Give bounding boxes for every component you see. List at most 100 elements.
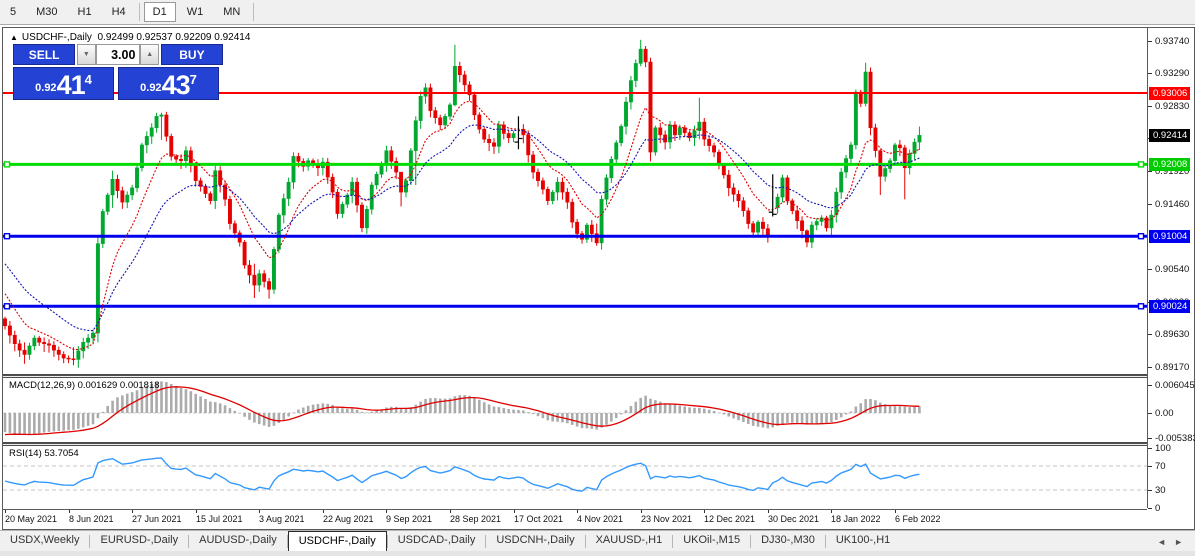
symbol-tab-usdx-weekly[interactable]: USDX,Weekly: [10, 534, 80, 546]
sell-button[interactable]: SELL: [13, 44, 76, 65]
timeframe-button-h1[interactable]: H1: [77, 6, 92, 18]
symbol-tab-usdchf-daily[interactable]: USDCHF-,Daily: [287, 531, 387, 552]
timeframe-buttons: 5 M30 H1 H4 D1 W1 MN: [0, 2, 257, 22]
buy-price-pips: 43: [161, 70, 191, 100]
date-axis-label: 23 Nov 2021: [641, 514, 693, 524]
macd-pane[interactable]: MACD(12,26,9) 0.001629 0.001818: [3, 378, 1147, 442]
toolbar-separator: [253, 3, 255, 21]
date-axis-tick: [704, 510, 705, 513]
timeframe-button-h4[interactable]: H4: [111, 6, 126, 18]
rsi-label: RSI(14) 53.7054: [9, 448, 79, 459]
tab-separator: [824, 535, 826, 548]
timeframe-button-m30[interactable]: M30: [36, 6, 58, 18]
date-axis[interactable]: 20 May 2021 8 Jun 2021 27 Jun 2021 15 Jul 2…: [3, 509, 1147, 529]
symbol-tab-xauusd-h1[interactable]: XAUUSD-,H1: [595, 534, 663, 546]
date-axis-label: 22 Aug 2021: [323, 514, 374, 524]
macd-chart: [3, 381, 923, 436]
rsi-axis-tick: 70: [1155, 461, 1166, 472]
price-axis-tick: 0.93740: [1155, 36, 1190, 47]
date-axis-label: 15 Jul 2021: [196, 514, 243, 524]
volume-input[interactable]: 3.00: [95, 44, 141, 65]
macd-axis-tick: 0.00: [1155, 408, 1174, 419]
date-axis-tick: [132, 510, 133, 513]
sell-price-display[interactable]: 0.92 41 4: [13, 67, 114, 100]
date-axis-label: 12 Dec 2021: [704, 514, 756, 524]
level-price-badge: 0.93006: [1149, 87, 1191, 100]
date-axis-label: 3 Aug 2021: [259, 514, 305, 524]
level-price-badge: 0.92008: [1149, 158, 1191, 171]
tab-separator: [750, 535, 752, 548]
rsi-axis-tick: 100: [1155, 443, 1171, 454]
tab-separator: [188, 535, 190, 548]
timeframe-button-5[interactable]: 5: [10, 6, 17, 18]
date-axis-tick: [323, 510, 324, 513]
volume-decrease-button[interactable]: ▼: [77, 44, 96, 65]
level-price-badge: 0.90024: [1149, 300, 1191, 313]
price-pane[interactable]: ▲ USDCHF-,Daily 0.92499 0.92537 0.92209 0…: [3, 28, 1147, 374]
macd-axis-tick: 0.006045: [1155, 380, 1195, 391]
tab-separator: [386, 535, 388, 548]
symbol-tab-usdcnh-daily[interactable]: USDCNH-,Daily: [496, 534, 575, 546]
chart-ohlc-quote: 0.92499 0.92537 0.92209 0.92414: [97, 32, 251, 43]
buy-price-display[interactable]: 0.92 43 7: [118, 67, 219, 100]
symbol-tab-audusd-daily[interactable]: AUDUSD-,Daily: [199, 534, 277, 546]
symbol-tab-dj30-m30[interactable]: DJ30-,M30: [761, 534, 815, 546]
date-axis-tick: [259, 510, 260, 513]
date-axis-tick: [69, 510, 70, 513]
date-axis-tick: [641, 510, 642, 513]
macd-axis-tick: -0.005383: [1155, 433, 1195, 444]
tab-separator: [672, 535, 674, 548]
price-axis-tick: 0.89630: [1155, 329, 1190, 340]
collapse-icon[interactable]: ▲: [10, 33, 18, 42]
pane-splitter-macd[interactable]: [3, 374, 1192, 378]
rsi-pane[interactable]: RSI(14) 53.7054: [3, 446, 1147, 509]
chart-title: ▲ USDCHF-,Daily 0.92499 0.92537 0.92209 0…: [10, 32, 250, 43]
spinner-up-icon: ▲: [146, 51, 154, 58]
tab-separator: [286, 535, 288, 548]
macd-label: MACD(12,26,9) 0.001629 0.001818: [9, 380, 160, 391]
price-axis-tick: 0.92830: [1155, 101, 1190, 112]
toolbar-separator: [138, 3, 140, 21]
tab-separator: [485, 535, 487, 548]
date-axis-label: 4 Nov 2021: [577, 514, 624, 524]
buy-price-point: 7: [189, 72, 197, 87]
timeframe-button-mn[interactable]: MN: [223, 6, 241, 18]
timeframe-button-w1[interactable]: W1: [186, 6, 204, 18]
tab-scroll-right-icon[interactable]: ►: [1174, 536, 1183, 547]
price-axis[interactable]: 0.937400.932900.928300.923700.919200.914…: [1147, 28, 1195, 514]
current-price-badge: 0.92414: [1149, 129, 1191, 142]
spinner-down-icon: ▼: [82, 51, 90, 58]
symbol-tab-ukoil-m15[interactable]: UKOil-,M15: [683, 534, 741, 546]
price-axis-tick: 0.93290: [1155, 68, 1190, 79]
date-axis-label: 20 May 2021: [5, 514, 58, 524]
volume-increase-button[interactable]: ▲: [140, 44, 159, 65]
sell-price-figure: 0.92: [35, 82, 57, 94]
timeframe-button-d1[interactable]: D1: [143, 2, 176, 22]
date-axis-tick: [831, 510, 832, 513]
price-axis-tick: 0.91460: [1155, 199, 1190, 210]
date-axis-label: 6 Feb 2022: [895, 514, 941, 524]
tab-scroll-left-icon[interactable]: ◄: [1157, 536, 1167, 547]
price-axis-tick: 0.90540: [1155, 264, 1190, 275]
rsi-axis-tick: 30: [1155, 485, 1166, 496]
date-axis-tick: [895, 510, 896, 513]
tab-scroll-arrows: ◄ ►: [1153, 531, 1195, 552]
symbol-tab-uk100-h1[interactable]: UK100-,H1: [835, 534, 891, 546]
date-axis-tick: [768, 510, 769, 513]
tab-separator: [584, 535, 586, 548]
date-axis-tick: [514, 510, 515, 513]
buy-button[interactable]: BUY: [160, 44, 223, 65]
level-price-badge: 0.91004: [1149, 230, 1191, 243]
pane-splitter-rsi[interactable]: [3, 442, 1192, 446]
date-axis-tick: [450, 510, 451, 513]
timeframe-toolbar: 5 M30 H1 H4 D1 W1 MN: [0, 0, 1195, 25]
date-axis-label: 8 Jun 2021: [69, 514, 114, 524]
symbol-tab-eurusd-daily[interactable]: EURUSD-,Daily: [100, 534, 179, 546]
date-axis-tick: [577, 510, 578, 513]
symbol-tab-usdcad-daily[interactable]: USDCAD-,Daily: [397, 534, 476, 546]
date-axis-label: 17 Oct 2021: [514, 514, 564, 524]
date-axis-tick: [196, 510, 197, 513]
rsi-chart: [3, 457, 1147, 492]
chart-symbol-label: USDCHF-,Daily: [21, 32, 92, 43]
buy-price-figure: 0.92: [140, 82, 162, 94]
